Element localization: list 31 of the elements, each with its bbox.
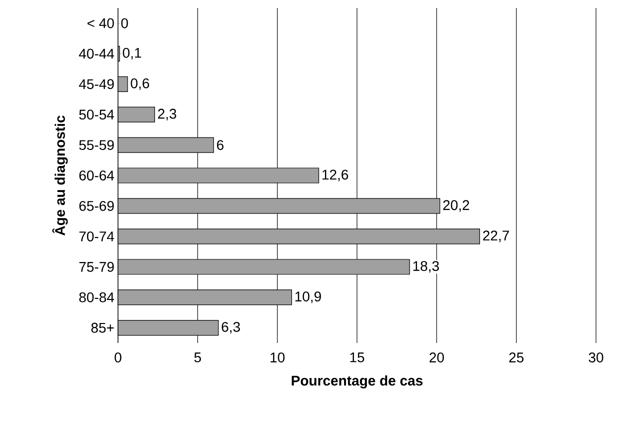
y-tick-label: 40-44 [78, 48, 114, 59]
x-tick-label: 15 [350, 352, 364, 362]
data-label: 0,6 [130, 78, 150, 90]
data-label: 6 [217, 140, 224, 150]
data-label: 2,3 [158, 108, 176, 120]
x-tick-label: 5 [194, 352, 201, 362]
y-tick-label: 65-69 [79, 200, 114, 211]
x-tick-label: 30 [588, 352, 604, 362]
y-tick-label: 55-59 [79, 140, 114, 150]
data-label: 0 [121, 18, 128, 28]
y-tick-label: 70-74 [79, 231, 114, 242]
y-tick-label: 80-84 [79, 292, 114, 302]
y-tick-label: 60-64 [79, 170, 114, 180]
y-tick-label: 45-49 [78, 79, 114, 90]
y-tick-label: 85+ [91, 322, 114, 333]
y-tick-label: < 40 [88, 18, 114, 28]
data-label: 12,6 [322, 170, 348, 182]
data-label: 22,7 [483, 230, 509, 242]
x-tick-label: 25 [509, 352, 524, 362]
x-tick-label: 10 [270, 352, 285, 362]
data-label: 18,3 [413, 261, 439, 273]
x-tick-label: 0 [114, 352, 122, 362]
data-label: 20,2 [443, 200, 470, 212]
y-tick-label: 50-54 [79, 110, 114, 120]
data-label: 6,3 [222, 322, 240, 334]
y-axis-title: Âge au diagnostic [52, 116, 68, 236]
data-label: 0,1 [122, 48, 142, 60]
data-label: 10,9 [295, 292, 321, 304]
x-tick-label: 20 [430, 352, 444, 362]
y-tick-label: 75-79 [79, 262, 114, 272]
x-axis-title: Pourcentage de cas [292, 375, 423, 388]
